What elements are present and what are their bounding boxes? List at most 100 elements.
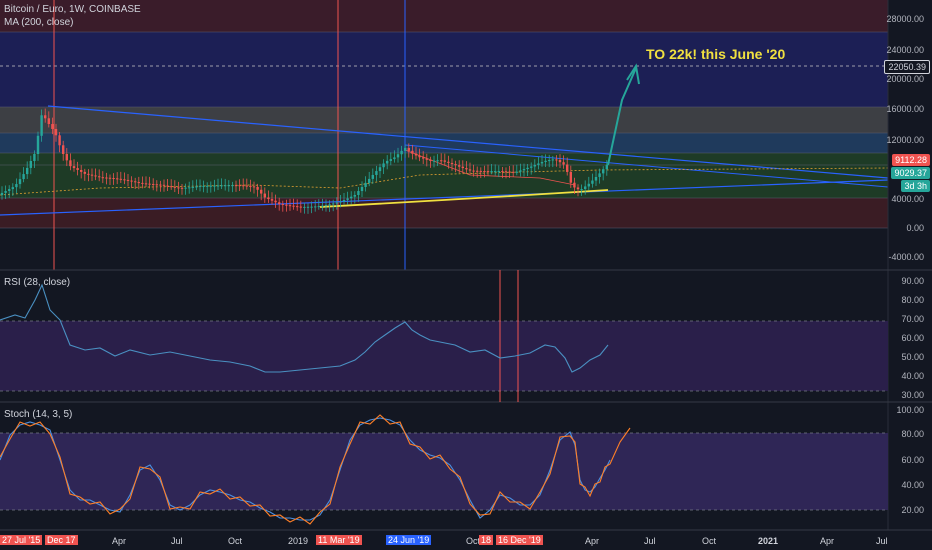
forecast-annotation: TO 22k! this June '20	[646, 46, 786, 62]
candle-body-9	[33, 154, 36, 161]
chart-title: Bitcoin / Euro, 1W, COINBASE	[4, 4, 141, 15]
candle-body-123	[443, 160, 446, 162]
candle-body-129	[465, 168, 468, 170]
stoch-title[interactable]: Stoch (14, 3, 5)	[4, 409, 73, 420]
candle-body-87	[314, 206, 317, 208]
candle-body-25	[90, 174, 94, 176]
candle-body-7	[26, 167, 29, 175]
stoch-axis-100: 100.00	[896, 405, 924, 415]
candle-body-102	[368, 178, 371, 183]
candle-body-137	[494, 171, 497, 173]
candle-body-156	[562, 162, 565, 165]
time-label-apr-1: Apr	[112, 536, 127, 546]
candle-body-160	[576, 187, 580, 190]
trendline-ascending	[0, 179, 889, 216]
trendline-yellow	[319, 189, 609, 208]
forecast-arrow	[607, 67, 637, 166]
price-label-neg4000: -4000.00	[888, 252, 924, 262]
candle-body-91	[328, 204, 331, 206]
time-label-oct-2: Oct	[466, 536, 481, 546]
price-label-24000: 24000.00	[886, 45, 924, 55]
candle-body-103	[371, 174, 374, 179]
candle-body-55	[198, 185, 202, 187]
candle-body-94	[339, 201, 342, 203]
stoch-d-line	[0, 414, 631, 525]
candle-body-140	[504, 171, 508, 173]
candle-body-31	[112, 178, 115, 180]
candle-body-26	[94, 175, 97, 177]
candle-body-66	[238, 185, 241, 187]
candle-body-30	[108, 177, 112, 179]
price-label-28000: 28000.00	[886, 14, 924, 24]
candle-body-22	[80, 169, 83, 172]
price-label-12000: 12000.00	[886, 135, 924, 145]
forecast-arrowhead	[626, 63, 640, 85]
candle-body-130	[468, 169, 472, 171]
candle-body-45	[162, 184, 166, 186]
candle-body-120	[432, 160, 436, 162]
candle-body-153	[551, 159, 554, 161]
zone-bottom-red	[0, 198, 888, 228]
candle-body-43	[155, 184, 158, 186]
candle-body-8	[29, 160, 32, 168]
candle-body-50	[180, 187, 184, 189]
candle-body-132	[476, 170, 479, 172]
candle-body-82	[296, 206, 299, 208]
candle-body-0	[0, 192, 4, 195]
candle-body-2	[8, 189, 11, 191]
candle-body-124	[447, 161, 450, 163]
candle-body-32	[116, 178, 119, 180]
candle-body-119	[429, 159, 432, 161]
price-label-20000: 20000.00	[886, 74, 924, 84]
ma-indicator-label[interactable]: MA (200, close)	[4, 17, 74, 28]
candle-body-166	[598, 173, 601, 177]
candle-body-21	[76, 168, 79, 170]
candle-body-46	[166, 185, 169, 187]
candle-body-3	[11, 187, 14, 190]
price-tag-target: 22050.39	[884, 60, 930, 74]
candle-body-161	[580, 189, 583, 191]
candle-body-77	[278, 202, 281, 204]
time-label-jul-1: Jul	[171, 536, 183, 546]
rsi-axis-40: 40.00	[901, 371, 924, 381]
zone-gray	[0, 107, 888, 133]
candle-body-100	[360, 186, 364, 192]
candle-body-40	[144, 183, 148, 185]
candle-body-12	[44, 115, 47, 119]
stoch-axis-20: 20.00	[901, 505, 924, 515]
time-label-jul-2: Jul	[644, 536, 656, 546]
candle-body-33	[119, 178, 122, 180]
price-tag-high: 9112.28	[892, 154, 930, 166]
candle-body-111	[400, 150, 403, 155]
time-tag-dec19: 16 Dec '19	[496, 535, 543, 545]
candle-body-62	[224, 185, 227, 187]
candle-body-136	[490, 171, 493, 173]
candle-body-59	[213, 185, 216, 187]
candle-body-54	[195, 186, 198, 188]
candle-body-158	[569, 171, 572, 183]
candle-body-107	[386, 160, 389, 164]
candle-body-64	[231, 185, 234, 187]
candle-body-147	[530, 166, 533, 168]
candle-body-85	[306, 206, 310, 208]
candle-body-157	[566, 164, 569, 172]
candle-body-1	[4, 190, 7, 193]
candle-body-108	[389, 159, 392, 161]
candle-body-151	[544, 160, 547, 163]
candle-body-63	[227, 185, 230, 187]
time-label-2021: 2021	[758, 536, 779, 546]
candle-body-72	[260, 189, 263, 194]
candle-body-42	[152, 183, 155, 185]
candle-body-5	[18, 179, 22, 185]
rsi-axis-70: 70.00	[901, 314, 924, 324]
rsi-title[interactable]: RSI (28, close)	[4, 277, 71, 288]
candle-body-58	[209, 185, 212, 187]
candle-body-142	[512, 171, 515, 173]
time-tag-mar19: 11 Mar '19	[316, 535, 362, 545]
candle-body-70	[252, 186, 256, 188]
candle-body-134	[483, 170, 486, 172]
rsi-axis-60: 60.00	[901, 333, 924, 343]
rsi-axis-30: 30.00	[901, 390, 924, 400]
candle-body-53	[191, 186, 194, 188]
